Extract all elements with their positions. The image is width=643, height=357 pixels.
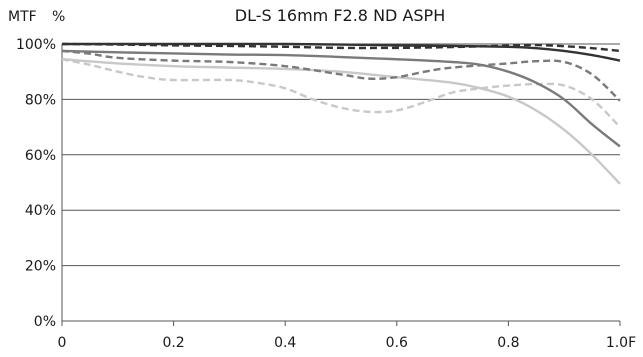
axis-ticks: 0% 20% 40% 60% 80% 100% 0 0.2 0.4 0.6 0.8 1.0F — [16, 37, 636, 351]
x-tick-label: 0.6 — [386, 335, 408, 351]
y-tick-label: 60% — [25, 148, 56, 164]
x-tick-label: 1.0F — [606, 335, 636, 351]
y-tick-label: 20% — [25, 259, 56, 275]
y-tick-label: 100% — [16, 37, 56, 53]
series-line-3 — [61, 49, 621, 148]
series-line-4 — [61, 49, 621, 102]
x-tick-label: 0.2 — [162, 335, 184, 351]
y-axis-label-mtf: MTF — [8, 9, 37, 25]
x-tick-label: 0 — [58, 335, 67, 351]
series-line-5 — [61, 58, 621, 185]
series-line-6 — [61, 58, 621, 128]
y-tick-label: 0% — [34, 314, 56, 330]
grid-lines — [61, 43, 620, 322]
y-tick-label: 40% — [25, 203, 56, 219]
x-tick-label: 0.8 — [497, 335, 519, 351]
series-lines — [61, 42, 621, 185]
series-line-2 — [61, 42, 621, 53]
series-line-1 — [61, 42, 621, 62]
y-tick-label: 80% — [25, 92, 56, 108]
chart-title: DL-S 16mm F2.8 ND ASPH — [235, 6, 445, 25]
x-tick-label: 0.4 — [274, 335, 296, 351]
y-axis-unit-label: % — [52, 9, 65, 25]
